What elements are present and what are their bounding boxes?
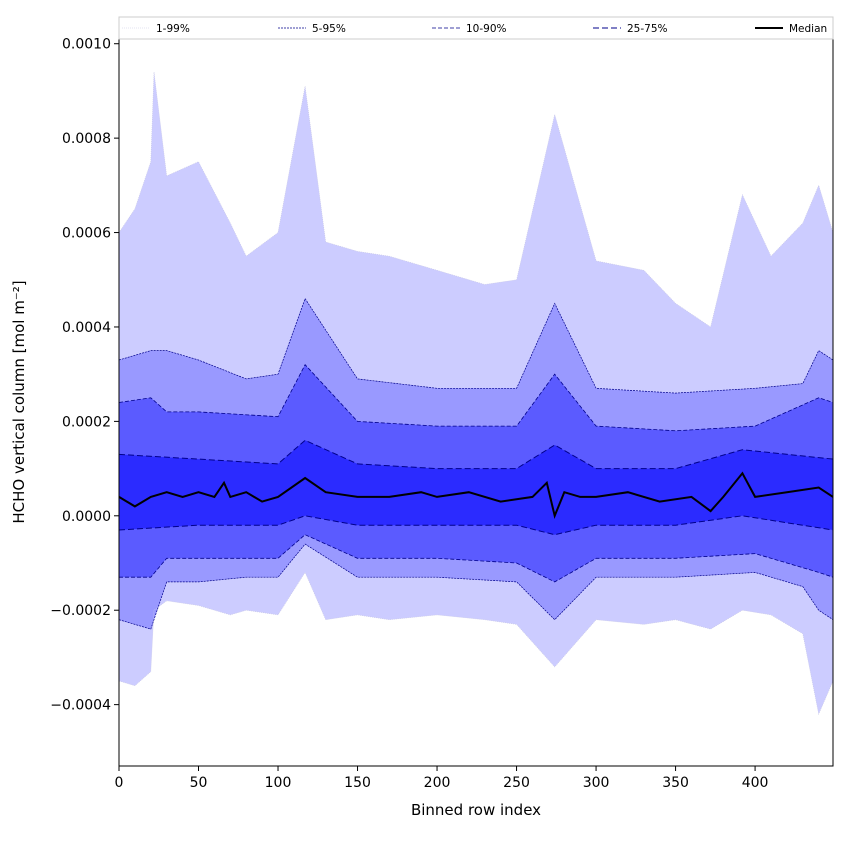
legend: 1-99% 5-95% 10-90% 25-75% Median: [118, 16, 834, 40]
line-25-75--upper: [118, 439, 834, 470]
x-tick-label: 100: [265, 775, 292, 791]
x-tick-label: 200: [424, 775, 451, 791]
line-25-75--lower: [118, 515, 834, 536]
median-series: [118, 471, 834, 520]
x-tick-label: 300: [583, 775, 610, 791]
legend-label-1-99-: 1-99%: [156, 23, 190, 35]
legend-label-5-95-: 5-95%: [312, 23, 346, 35]
x-tick-label: 400: [742, 775, 769, 791]
legend-label-median: Median: [789, 23, 827, 35]
y-axis: −0.0004 −0.0002 0.0000 0.0002 0.0004 0.0006 0.…: [50, 37, 119, 714]
line-5-95--upper: [118, 297, 834, 394]
legend-frame: [118, 16, 834, 40]
y-tick-label: 0.0010: [62, 37, 111, 53]
y-tick-label: 0.0000: [62, 509, 111, 525]
line-5-95--lower: [118, 543, 834, 630]
x-axis: 0 50 100 150 200 250 300 350 400: [115, 766, 769, 791]
x-tick-label: 50: [190, 775, 208, 791]
line-10-90--upper: [118, 364, 834, 432]
x-tick-label: 150: [344, 775, 371, 791]
y-tick-label: −0.0002: [50, 603, 111, 619]
legend-label-25-75-: 25-75%: [627, 23, 668, 35]
x-tick-label: 350: [662, 775, 689, 791]
y-tick-label: 0.0006: [62, 226, 111, 242]
line-1-99--upper: [118, 71, 834, 328]
x-tick-label: 250: [503, 775, 530, 791]
x-tick-label: 0: [115, 775, 124, 791]
line-1-99--lower: [118, 571, 834, 716]
line-10-90--lower: [119, 534, 834, 583]
median-line: [118, 471, 834, 520]
band-25-75-: [119, 440, 833, 535]
y-tick-label: 0.0008: [62, 131, 111, 147]
y-axis-label: HCHO vertical column [mol m⁻²]: [10, 280, 28, 523]
y-tick-label: 0.0002: [62, 414, 111, 430]
x-axis-label: Binned row index: [411, 801, 541, 819]
legend-label-10-90-: 10-90%: [466, 23, 507, 35]
percentile-lines: [118, 71, 834, 716]
y-tick-label: 0.0004: [62, 320, 111, 336]
y-tick-label: −0.0004: [50, 698, 111, 714]
